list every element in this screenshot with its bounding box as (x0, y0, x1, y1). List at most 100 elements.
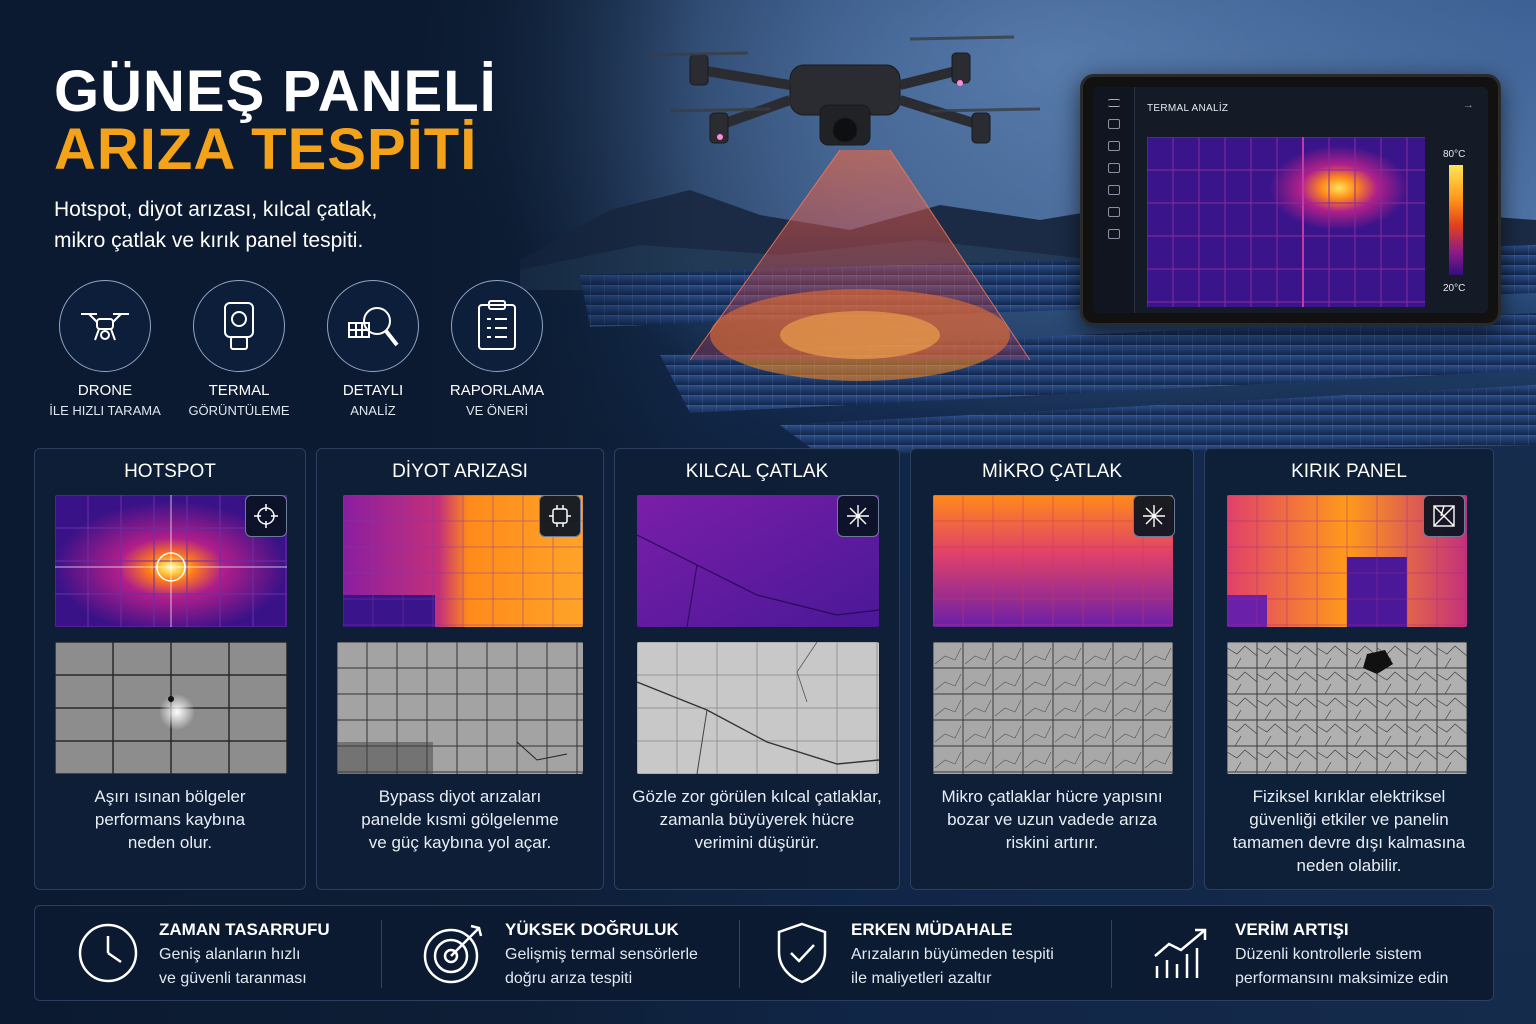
benefit-title: ERKEN MÜDAHALE (851, 920, 1013, 939)
benefit-title: YÜKSEK DOĞRULUK (505, 920, 679, 939)
desc-line: Gözle zor görülen kılcal çatlaklar, (632, 787, 882, 806)
desc-line: Aşırı ısınan bölgeler (94, 787, 246, 806)
el-image (933, 642, 1173, 774)
benefit-line: Arızaların büyümeden tespiti (851, 946, 1054, 963)
growth-chart-icon (1149, 920, 1215, 986)
thermal-camera-icon (193, 280, 285, 372)
desc-line: performans kaybına (94, 810, 246, 829)
benefit-divider (381, 920, 382, 988)
feature-report: RAPORLAMA VE ÖNERİ (432, 280, 562, 418)
feature-drone-title: DRONE (77, 382, 133, 399)
sidebar-icon-5[interactable] (1107, 207, 1120, 217)
card-description: Gözle zor görülen kılcal çatlaklar, zama… (629, 785, 885, 854)
desc-line: bozar ve uzun vadede arıza (947, 810, 1157, 829)
tablet-thermal-image (1147, 137, 1425, 307)
feature-analysis-subtitle: ANALİZ (350, 403, 396, 418)
benefit-divider (1111, 920, 1112, 988)
drone-icon (59, 280, 151, 372)
card-description: Bypass diyot arızaları panelde kısmi göl… (331, 785, 589, 854)
card-description: Aşırı ısınan bölgeler performans kaybına… (49, 785, 291, 854)
feature-thermal-title: TERMAL (208, 382, 270, 399)
sidebar-icon-3[interactable] (1107, 163, 1120, 173)
broken-panel-icon (1423, 495, 1465, 537)
benefit-title: VERİM ARTIŞI (1235, 920, 1349, 939)
benefit-line: performansını maksimize edin (1235, 970, 1449, 987)
desc-line: Mikro çatlaklar hücre yapısını (941, 787, 1163, 806)
desc-line: tamamen devre dışı kalmasına (1232, 833, 1466, 852)
el-image (55, 642, 287, 774)
defect-card-micro-crack: MİKRO ÇATLAK (910, 448, 1194, 890)
micro-crack-icon (1133, 495, 1175, 537)
card-title: MİKRO ÇATLAK (981, 461, 1123, 482)
tablet-sidebar (1093, 87, 1135, 313)
sidebar-icon-6[interactable] (1107, 229, 1120, 239)
el-image (1227, 642, 1467, 774)
feature-drone-subtitle: İLE HIZLI TARAMA (49, 403, 161, 418)
desc-line: verimini düşürür. (694, 833, 820, 852)
feature-analysis: DETAYLI ANALİZ (308, 280, 438, 418)
desc-line: neden olabilir. (1296, 856, 1402, 875)
subtitle-line2: mikro çatlak ve kırık panel tespiti. (54, 229, 364, 252)
benefit-line: doğru arıza tespiti (505, 970, 633, 987)
card-title: DİYOT ARIZASI (392, 461, 528, 482)
feature-thermal-subtitle: GÖRÜNTÜLEME (188, 403, 290, 418)
page-subtitle: Hotspot, diyot arızası, kılcal çatlak, m… (54, 194, 524, 256)
feature-drone: DRONE İLE HIZLI TARAMA (40, 280, 170, 418)
drone-illustration (649, 35, 1041, 146)
benefit-line: ve güvenli taranması (159, 970, 307, 987)
page-title-line2: ARIZA TESPİTİ (54, 117, 478, 182)
feature-thermal: TERMAL GÖRÜNTÜLEME (174, 280, 304, 418)
card-description: Mikro çatlaklar hücre yapısını bozar ve … (925, 785, 1179, 854)
magnifier-icon (327, 280, 419, 372)
defect-card-capillary-crack: KILCAL ÇATLAK (614, 448, 900, 890)
el-image (337, 642, 583, 774)
shield-check-icon (769, 920, 835, 986)
clipboard-icon (451, 280, 543, 372)
arrow-right-icon[interactable]: → (1463, 99, 1474, 111)
card-title: KIRIK PANEL (1291, 461, 1407, 482)
clock-icon (75, 920, 141, 986)
thermal-image (55, 495, 287, 627)
defect-card-hotspot: HOTSPOT (34, 448, 306, 890)
sidebar-icon-2[interactable] (1107, 141, 1120, 151)
left-shade (0, 0, 700, 450)
desc-line: neden olur. (127, 833, 213, 852)
benefit-line: Gelişmiş termal sensörlerle (505, 946, 698, 963)
defect-cards: HOTSPOT (34, 448, 1494, 890)
benefit-efficiency: VERİM ARTIŞI Düzenli kontrollerle sistem… (1149, 906, 1489, 1002)
benefit-title: ZAMAN TASARRUFU (159, 920, 330, 939)
benefit-line: ile maliyetleri azaltır (851, 970, 992, 987)
benefit-accuracy: YÜKSEK DOĞRULUK Gelişmiş termal sensörle… (421, 906, 751, 1002)
benefits-strip: ZAMAN TASARRUFU Geniş alanların hızlı ve… (34, 905, 1494, 1001)
benefit-time-saving: ZAMAN TASARRUFU Geniş alanların hızlı ve… (75, 906, 395, 1002)
subtitle-line1: Hotspot, diyot arızası, kılcal çatlak, (54, 198, 378, 221)
scale-min-label: 20°C (1443, 283, 1466, 294)
tablet-screen: TERMAL ANALİZ → 80°C 20°C (1093, 87, 1488, 313)
menu-icon[interactable] (1107, 99, 1120, 107)
diode-chip-icon (539, 495, 581, 537)
thermal-image (1227, 495, 1467, 627)
benefit-early-intervention: ERKEN MÜDAHALE Arızaların büyümeden tesp… (769, 906, 1099, 1002)
desc-line: Bypass diyot arızaları (378, 787, 542, 806)
crosshair-icon (245, 495, 287, 537)
desc-line: zamanla büyüyerek hücre (659, 810, 855, 829)
card-description: Fiziksel kırıklar elektriksel güvenliği … (1219, 785, 1479, 877)
tablet-title: TERMAL ANALİZ (1147, 103, 1229, 114)
desc-line: panelde kısmi gölgelenme (361, 810, 559, 829)
sidebar-icon-4[interactable] (1107, 185, 1120, 195)
desc-line: Fiziksel kırıklar elektriksel (1252, 787, 1446, 806)
scale-max-label: 80°C (1443, 149, 1466, 160)
feature-report-title: RAPORLAMA (449, 382, 545, 399)
defect-card-diode: DİYOT ARIZASI (316, 448, 604, 890)
benefit-divider (739, 920, 740, 988)
crack-burst-icon (837, 495, 879, 537)
card-title: KILCAL ÇATLAK (685, 461, 829, 482)
benefit-line: Düzenli kontrollerle sistem (1235, 946, 1422, 963)
desc-line: riskini artırır. (1005, 833, 1099, 852)
desc-line: güvenliği etkiler ve panelin (1249, 810, 1449, 829)
el-image (637, 642, 879, 774)
card-title: HOTSPOT (124, 461, 216, 482)
desc-line: ve güç kaybına yol açar. (368, 833, 552, 852)
target-icon (421, 920, 487, 986)
sidebar-icon-1[interactable] (1107, 119, 1120, 129)
